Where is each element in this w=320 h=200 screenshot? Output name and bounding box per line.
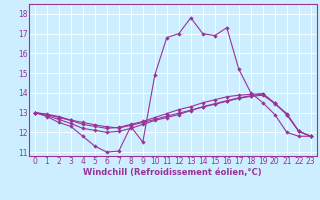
X-axis label: Windchill (Refroidissement éolien,°C): Windchill (Refroidissement éolien,°C) [84, 168, 262, 177]
